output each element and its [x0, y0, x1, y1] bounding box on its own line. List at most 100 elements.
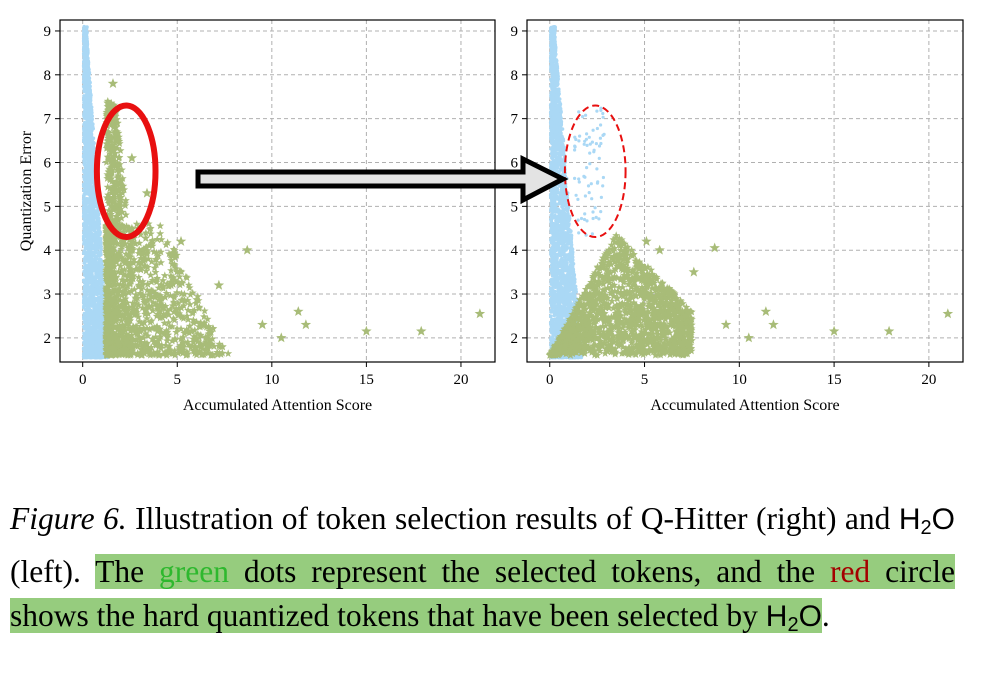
selected-star	[257, 319, 268, 330]
selected-star	[118, 287, 127, 296]
selected-star	[200, 312, 208, 321]
selected-star	[109, 322, 118, 331]
unselected-dot	[93, 241, 98, 245]
selected-star	[103, 292, 111, 301]
selected-star	[128, 308, 137, 316]
y-axis-label: Quantization Error	[18, 130, 35, 251]
unselected-dot	[92, 340, 97, 345]
unselected-dot	[83, 82, 87, 86]
selected-star	[145, 325, 154, 333]
selected-star	[105, 100, 114, 108]
selected-star	[127, 270, 136, 278]
unselected-dot	[94, 226, 98, 230]
selected-star	[125, 346, 134, 355]
selected-star	[104, 253, 113, 262]
selected-star	[136, 289, 145, 297]
unselected-dot	[93, 304, 97, 309]
selected-star	[124, 310, 133, 319]
unselected-dot	[94, 263, 99, 268]
unselected-dot	[82, 209, 87, 213]
selected-star	[188, 341, 196, 350]
selected-star	[114, 223, 123, 231]
selected-star	[103, 300, 112, 308]
unselected-dot	[90, 337, 94, 341]
selected-star	[154, 351, 163, 359]
selected-star	[139, 347, 148, 355]
selected-star	[175, 235, 187, 246]
unselected-dot	[82, 95, 86, 100]
selected-star	[105, 213, 114, 222]
selected-star	[111, 130, 120, 138]
selected-star	[189, 338, 198, 346]
selected-star	[120, 236, 129, 245]
selected-star	[139, 333, 148, 342]
selected-star	[190, 346, 199, 354]
selected-star	[197, 350, 206, 359]
selected-star	[147, 302, 156, 310]
unselected-dot	[90, 138, 94, 143]
selected-star	[124, 288, 133, 297]
selected-star	[123, 306, 132, 315]
selected-star	[141, 310, 149, 318]
unselected-dot	[95, 217, 100, 222]
selected-star	[144, 302, 153, 310]
selected-star	[135, 245, 144, 254]
selected-star	[121, 298, 129, 307]
selected-star	[169, 273, 178, 282]
selected-star	[276, 332, 287, 343]
selected-star	[137, 345, 146, 353]
unselected-dot	[97, 276, 101, 281]
selected-star	[112, 257, 121, 265]
y-tick-label: 6	[44, 156, 52, 172]
selected-star	[143, 314, 151, 322]
selected-star	[135, 317, 144, 326]
selected-star	[192, 299, 200, 307]
unselected-dot	[95, 307, 99, 312]
selected-star	[141, 262, 150, 270]
selected-star	[112, 335, 121, 344]
selected-star	[109, 193, 118, 201]
selected-star	[173, 324, 181, 333]
selected-star	[108, 255, 117, 263]
selected-star	[107, 78, 119, 88]
selected-star	[118, 174, 127, 182]
selected-star	[134, 282, 143, 291]
selected-star	[106, 166, 115, 174]
selected-star	[152, 248, 161, 257]
selected-star	[170, 246, 179, 254]
selected-star	[114, 172, 123, 181]
selected-star	[129, 258, 138, 267]
selected-star	[171, 253, 180, 262]
selected-star	[178, 342, 187, 350]
selected-star	[114, 347, 123, 356]
selected-star	[300, 319, 312, 330]
selected-star	[191, 333, 200, 342]
unselected-dot	[82, 54, 87, 59]
selected-star	[126, 316, 135, 325]
unselected-dot	[86, 214, 91, 218]
unselected-dot	[97, 225, 102, 230]
selected-star	[189, 316, 198, 324]
selected-star	[183, 296, 192, 304]
unselected-dot	[82, 160, 87, 164]
selected-star	[141, 228, 150, 237]
selected-star	[114, 135, 123, 144]
selected-star	[201, 332, 210, 341]
unselected-dot	[86, 143, 91, 147]
selected-star	[184, 340, 193, 349]
selected-star	[138, 277, 147, 285]
selected-star	[161, 302, 170, 310]
selected-star	[151, 299, 160, 308]
selected-star	[142, 304, 151, 313]
selected-star	[103, 346, 112, 354]
unselected-dot	[83, 312, 88, 316]
selected-star	[200, 306, 209, 315]
selected-star	[112, 123, 120, 131]
selected-star	[106, 104, 114, 112]
selected-star	[215, 349, 224, 357]
selected-star	[114, 329, 123, 338]
selected-star	[131, 293, 140, 302]
selected-star	[416, 325, 427, 336]
selected-star	[153, 322, 162, 330]
